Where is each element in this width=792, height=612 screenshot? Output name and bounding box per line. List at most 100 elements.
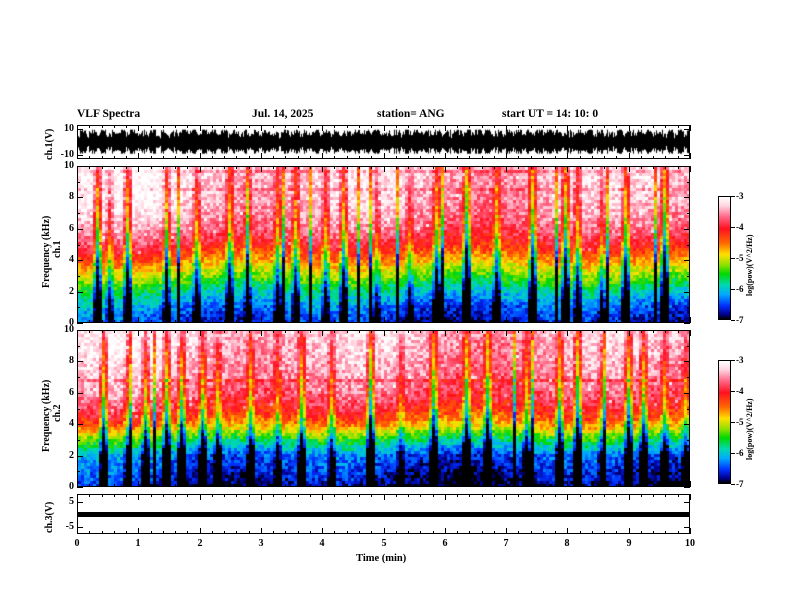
y-tick-label: 4 xyxy=(69,418,74,430)
axis-tick xyxy=(567,153,568,159)
colorbar-tick xyxy=(731,196,735,197)
axis-tick xyxy=(687,424,690,425)
axis-tick xyxy=(359,494,360,497)
axis-tick xyxy=(690,494,691,500)
axis-tick xyxy=(531,531,532,534)
axis-tick xyxy=(163,494,164,497)
axis-tick xyxy=(359,125,360,128)
axis-tick xyxy=(298,156,299,159)
axis-tick xyxy=(200,494,201,500)
axis-tick xyxy=(77,481,78,487)
axis-tick xyxy=(687,182,690,183)
axis-tick xyxy=(678,494,679,497)
axis-tick xyxy=(408,531,409,534)
axis-tick xyxy=(77,440,80,441)
axis-tick xyxy=(359,166,360,169)
axis-tick xyxy=(224,484,225,487)
axis-tick xyxy=(408,330,409,333)
axis-tick xyxy=(506,494,507,500)
colorbar-tick xyxy=(731,360,735,361)
ch1-waveform-trace xyxy=(78,126,689,158)
x-axis-label: Time (min) xyxy=(356,553,407,564)
axis-tick xyxy=(310,494,311,497)
axis-tick xyxy=(126,330,127,333)
axis-tick xyxy=(457,531,458,534)
axis-tick xyxy=(261,317,262,323)
axis-tick xyxy=(506,330,507,336)
colorbar-tick xyxy=(731,422,735,423)
axis-tick xyxy=(690,166,691,172)
axis-tick xyxy=(77,393,83,394)
axis-tick xyxy=(469,484,470,487)
axis-tick xyxy=(678,484,679,487)
axis-tick xyxy=(77,424,80,425)
axis-tick xyxy=(114,166,115,169)
y-tick-label: 8 xyxy=(69,355,74,367)
axis-tick xyxy=(641,484,642,487)
axis-tick xyxy=(285,166,286,169)
axis-tick xyxy=(175,125,176,128)
axis-tick xyxy=(629,125,630,131)
axis-tick xyxy=(687,276,690,277)
axis-tick xyxy=(457,484,458,487)
axis-tick xyxy=(322,330,323,336)
axis-tick xyxy=(580,156,581,159)
axis-tick xyxy=(334,320,335,323)
axis-tick xyxy=(187,330,188,333)
axis-tick xyxy=(236,125,237,128)
axis-tick xyxy=(212,494,213,497)
axis-tick xyxy=(687,166,690,167)
axis-tick xyxy=(310,531,311,534)
axis-tick xyxy=(261,330,262,336)
axis-tick xyxy=(665,494,666,497)
axis-tick xyxy=(261,166,262,172)
axis-tick xyxy=(212,320,213,323)
axis-tick xyxy=(604,484,605,487)
axis-tick xyxy=(445,481,446,487)
axis-tick xyxy=(531,166,532,169)
axis-tick xyxy=(298,320,299,323)
y-tick-label: 5 xyxy=(69,495,74,507)
axis-tick xyxy=(396,484,397,487)
axis-tick xyxy=(102,531,103,534)
axis-tick xyxy=(77,213,80,214)
axis-tick xyxy=(687,440,690,441)
axis-tick xyxy=(641,166,642,169)
axis-tick xyxy=(690,125,691,131)
axis-tick xyxy=(175,166,176,169)
axis-tick xyxy=(77,276,80,277)
axis-tick xyxy=(249,156,250,159)
axis-tick xyxy=(298,166,299,169)
axis-tick xyxy=(77,361,80,362)
colorbar-tick xyxy=(731,258,735,259)
colorbar-tick-label: -4 xyxy=(736,386,744,396)
axis-tick xyxy=(77,424,83,425)
axis-tick xyxy=(163,156,164,159)
axis-tick xyxy=(236,494,237,497)
axis-tick xyxy=(77,197,80,198)
axis-tick xyxy=(138,494,139,500)
axis-tick xyxy=(555,320,556,323)
axis-tick xyxy=(347,125,348,128)
colorbar-tick xyxy=(731,289,735,290)
axis-tick xyxy=(138,153,139,159)
axis-tick xyxy=(249,484,250,487)
ch3-flat-trace xyxy=(78,512,689,517)
axis-tick xyxy=(445,166,446,172)
axis-tick xyxy=(482,531,483,534)
y-tick-label: 10 xyxy=(64,122,74,134)
axis-tick xyxy=(506,317,507,323)
axis-tick xyxy=(445,317,446,323)
axis-tick xyxy=(114,330,115,333)
axis-tick xyxy=(151,320,152,323)
axis-tick xyxy=(359,156,360,159)
axis-tick xyxy=(187,166,188,169)
axis-tick xyxy=(518,330,519,333)
axis-tick xyxy=(543,125,544,128)
y-tick-label: -10 xyxy=(60,149,74,161)
axis-tick xyxy=(653,330,654,333)
axis-tick xyxy=(371,531,372,534)
axis-tick xyxy=(102,494,103,497)
axis-tick xyxy=(687,377,690,378)
x-tick-label: 0 xyxy=(74,538,80,549)
